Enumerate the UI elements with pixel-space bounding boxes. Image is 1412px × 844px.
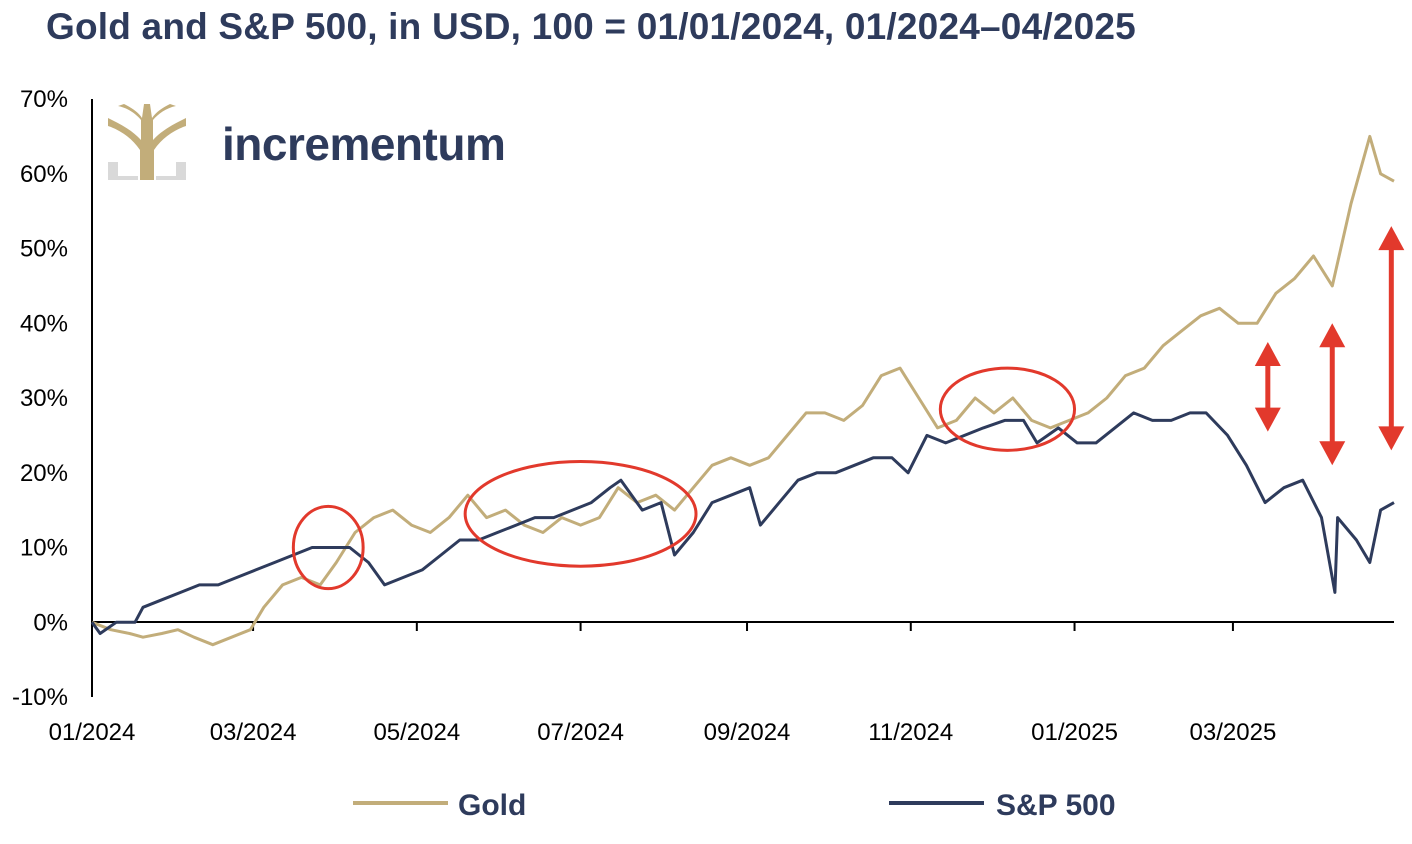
- double-arrow: [1254, 341, 1281, 432]
- x-tick-label: 03/2025: [1190, 719, 1277, 746]
- chart-title: Gold and S&P 500, in USD, 100 = 01/01/20…: [46, 6, 1136, 47]
- legend: Gold S&P 500: [353, 789, 1116, 822]
- x-tick-labels: 01/2024 03/2024 05/2024 07/2024 09/2024 11/20…: [49, 719, 1277, 746]
- double-arrow: [1319, 323, 1346, 466]
- incrementum-logo: incrementum: [108, 104, 506, 180]
- x-tick-label: 01/2025: [1031, 719, 1118, 746]
- y-tick-label: 50%: [20, 236, 68, 263]
- x-tick-label: 07/2024: [537, 719, 624, 746]
- x-tick-label: 05/2024: [373, 719, 460, 746]
- axes: [91, 99, 1394, 697]
- arrow-head-up: [1319, 323, 1346, 348]
- y-tick-label: 20%: [20, 460, 68, 487]
- y-tick-labels: 70% 60% 50% 40% 30% 20% 10% 0% -10%: [12, 86, 68, 711]
- highlight-ellipse: [463, 460, 698, 568]
- arrow-head-up: [1254, 341, 1281, 366]
- legend-sp500-label: S&P 500: [996, 789, 1116, 822]
- y-tick-label: 10%: [20, 535, 68, 562]
- x-tick-label: 03/2024: [210, 719, 297, 746]
- y-tick-label: 60%: [20, 161, 68, 188]
- double-arrow: [1378, 226, 1405, 451]
- y-tick-label: 40%: [20, 310, 68, 337]
- arrow-head-down: [1319, 441, 1346, 466]
- series-lines: [90, 134, 1395, 647]
- brand-name: incrementum: [222, 118, 505, 170]
- x-tick-marks: [252, 622, 1234, 631]
- arrow-head-down: [1378, 426, 1405, 451]
- y-tick-label: 0%: [33, 609, 68, 636]
- tree-icon: [108, 104, 186, 180]
- y-tick-label: 70%: [20, 86, 68, 113]
- arrow-head-up: [1378, 226, 1405, 251]
- annotations: [291, 226, 1405, 591]
- sp500-series-line: [90, 411, 1395, 635]
- x-tick-label: 11/2024: [868, 719, 953, 746]
- y-tick-label: -10%: [12, 684, 68, 711]
- x-tick-label: 09/2024: [704, 719, 791, 746]
- x-tick-label: 01/2024: [49, 719, 136, 746]
- arrow-head-down: [1254, 407, 1281, 432]
- highlight-ellipse: [291, 504, 365, 591]
- gold-series-line: [91, 134, 1395, 647]
- highlight-ellipse: [938, 366, 1077, 452]
- y-tick-label: 30%: [20, 385, 68, 412]
- legend-gold-label: Gold: [458, 789, 526, 822]
